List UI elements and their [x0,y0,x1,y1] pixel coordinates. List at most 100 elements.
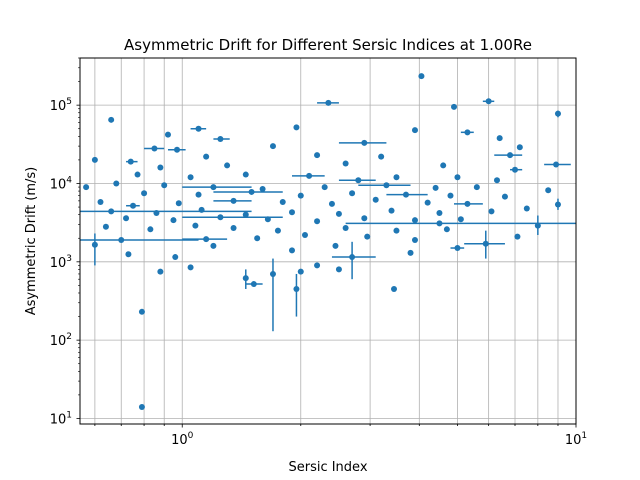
data-point [293,124,300,131]
x-tick-label-exponent: 1 [581,431,587,441]
data-point [325,99,332,106]
data-point [314,152,321,159]
x-tick-label: 100 [171,431,194,448]
y-axis-label: Asymmetric Drift (m/s) [24,167,39,316]
data-point [335,210,342,217]
data-point [161,182,168,189]
data-point [485,98,492,105]
data-point [198,206,205,213]
data-point [314,218,321,225]
data-point [424,199,431,206]
data-point [454,245,461,252]
data-point [473,184,480,191]
data-point [361,215,368,222]
y-tick-label-exponent: 2 [66,332,72,342]
grid-layer [80,58,577,424]
data-point [464,200,471,207]
data-point [512,166,519,173]
data-point [210,242,217,249]
data-point [138,308,145,315]
y-tick-label-base: 10 [50,177,67,192]
data-point [293,285,300,292]
data-point [361,139,368,146]
data-point [279,199,286,206]
data-point [301,231,308,238]
x-tick-label-base: 10 [565,433,582,448]
data-point [393,227,400,234]
y-tick-label: 104 [50,175,73,192]
y-tick-label: 105 [50,97,72,114]
data-point [113,180,120,187]
data-point [523,205,530,212]
data-point [447,192,454,199]
data-point [157,164,164,171]
data-point [411,236,418,243]
data-point [138,404,145,411]
data-point [391,285,398,292]
data-point [108,116,115,123]
data-point [321,184,328,191]
data-point [440,162,447,169]
data-point [164,131,171,138]
data-point [174,146,181,153]
x-tick-label-exponent: 0 [188,431,194,441]
chart-title: Asymmetric Drift for Different Sersic In… [124,36,532,54]
data-point [125,251,132,258]
data-point [288,247,295,254]
data-point [187,174,194,181]
data-point [501,193,508,200]
data-point [314,262,321,269]
data-point [378,153,385,160]
data-point [514,233,521,240]
data-point [516,144,523,151]
data-point [175,200,182,207]
x-tick-label: 101 [565,431,587,448]
data-point [342,225,349,232]
data-point [254,235,261,242]
data-point [187,264,194,271]
x-axis-label: Sersic Index [288,460,367,475]
data-point [250,281,257,288]
data-point [355,177,362,184]
data-point [402,191,409,198]
data-point [230,225,237,232]
data-point [432,184,439,191]
data-point [411,127,418,134]
y-tick-label-exponent: 3 [66,254,72,264]
data-point [451,103,458,110]
data-point [91,241,98,248]
data-point [269,143,276,150]
data-point [457,216,464,223]
data-point [269,270,276,277]
data-point [332,242,339,249]
data-point [242,211,249,218]
y-tick-label-base: 10 [50,99,67,114]
data-point [507,152,514,159]
data-point [141,190,148,197]
y-tick-label-base: 10 [50,412,67,427]
data-point [306,172,313,179]
data-point [436,209,443,216]
data-point [297,192,304,199]
data-point [248,188,255,195]
data-point [217,214,224,221]
data-point [342,160,349,167]
data-point [170,217,177,224]
data-point [147,226,154,233]
data-point [108,208,115,215]
data-point [259,186,266,193]
data-point [153,209,160,216]
data-point [464,129,471,136]
plot-frame [79,57,577,425]
data-point [195,191,202,198]
data-point [127,158,134,165]
data-point [554,201,561,208]
data-point [203,236,210,243]
data-point [349,190,356,197]
data-point [411,217,418,224]
y-tick-label-exponent: 4 [66,175,72,185]
data-point [297,268,304,275]
data-point [118,236,125,243]
y-tick-label: 101 [50,410,72,427]
data-point [264,216,271,223]
